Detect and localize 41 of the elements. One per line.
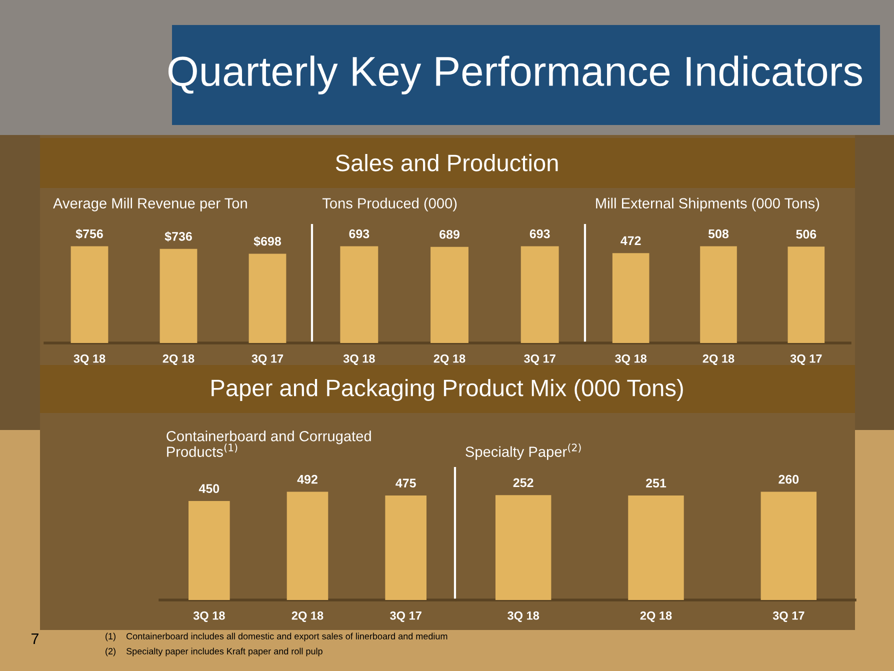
x-tick-label: 3Q 17 <box>524 354 556 365</box>
text: Paper and Packaging Product Mix (000 Tons) <box>212 378 683 402</box>
x-tick-label: 3Q 17 <box>790 354 822 365</box>
x-tick-label: 3Q 17 <box>252 354 284 365</box>
x-tick-label: 3Q 18 <box>74 354 106 365</box>
text: Quarterly Key Performance Indicators <box>168 56 862 94</box>
chart-title: Tons Produced (000) <box>322 198 457 212</box>
chart-title: Mill External Shipments (000 Tons) <box>596 198 820 212</box>
data-label: 472 <box>620 236 641 245</box>
x-tick-label: 2Q 18 <box>162 354 194 365</box>
text: 7 <box>32 633 38 644</box>
text: (2) Specialty paper includes Kraft paper and roll pulp <box>106 648 322 656</box>
x-tick-label: 3Q 17 <box>390 611 422 622</box>
text: Sales and Production <box>336 154 558 172</box>
x-tick-label: 2Q 18 <box>434 354 466 365</box>
data-label: 492 <box>297 474 318 484</box>
x-tick-label: 3Q 17 <box>772 611 804 622</box>
x-tick-label: 2Q 18 <box>702 354 734 365</box>
x-tick-label: 3Q 18 <box>193 611 225 622</box>
data-label: 260 <box>778 474 799 484</box>
data-label: $698 <box>254 236 282 246</box>
data-label: $756 <box>76 228 103 240</box>
text: (1) Containerboard includes all domestic and export sales of linerboard and medium <box>106 632 448 642</box>
data-label: 689 <box>440 230 460 239</box>
chart-title: Containerboard and Corrugated Products$^{(1)}$ <box>166 430 371 457</box>
x-tick-label: 3Q 18 <box>508 611 540 622</box>
x-tick-label: 3Q 18 <box>615 354 647 365</box>
data-label: 251 <box>646 478 666 488</box>
x-tick-label: 2Q 18 <box>640 611 672 622</box>
data-label: 506 <box>796 230 816 239</box>
data-label: 475 <box>396 478 416 488</box>
x-tick-label: 3Q 18 <box>343 354 375 365</box>
x-tick-label: 2Q 18 <box>292 611 324 622</box>
chart-title: Average Mill Revenue per Ton <box>53 198 247 212</box>
data-label: 450 <box>198 484 220 494</box>
chart-title: Specialty Paper$^{(2)}$ <box>466 443 581 460</box>
data-label: 693 <box>349 229 370 238</box>
data-label: $736 <box>164 231 192 242</box>
data-label: 693 <box>530 229 550 238</box>
data-label: 252 <box>513 478 534 488</box>
data-label: 508 <box>708 229 729 238</box>
